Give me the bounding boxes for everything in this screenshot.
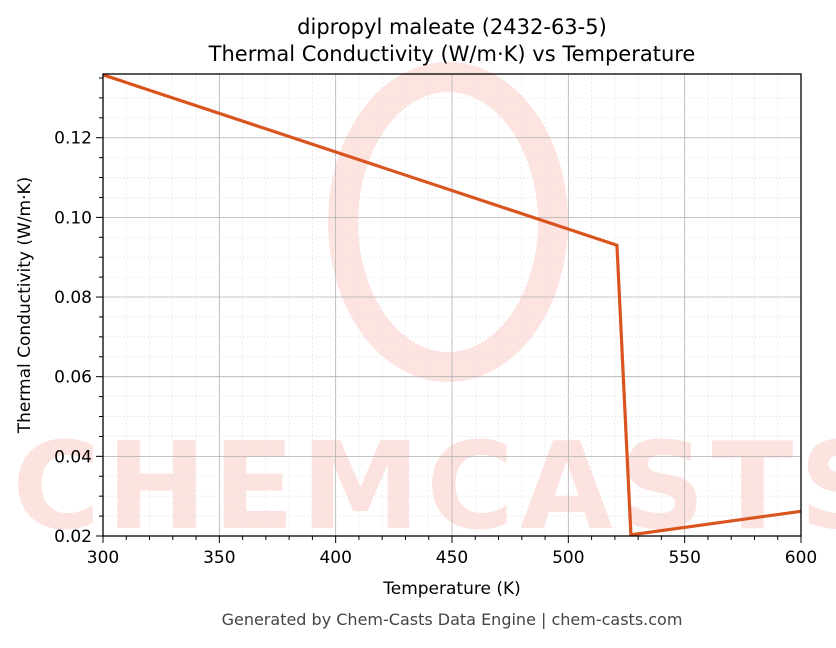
x-tick-label: 600 — [785, 548, 817, 568]
x-tick-label: 550 — [668, 548, 700, 568]
x-axis-label: Temperature (K) — [382, 579, 521, 599]
y-tick-label: 0.04 — [54, 447, 92, 467]
y-tick-label: 0.10 — [54, 208, 92, 228]
footer-credit: Generated by Chem-Casts Data Engine | ch… — [222, 610, 683, 629]
x-tick-label: 300 — [87, 548, 119, 568]
chart-title: dipropyl maleate (2432-63-5) — [297, 15, 607, 39]
x-tick-label: 350 — [203, 548, 235, 568]
x-tick-label: 400 — [319, 548, 351, 568]
y-tick-label: 0.12 — [54, 129, 92, 149]
y-tick-label: 0.02 — [54, 527, 92, 547]
y-axis-label: Thermal Conductivity (W/m·K) — [15, 177, 35, 435]
y-tick-label: 0.06 — [54, 368, 92, 388]
y-tick-label: 0.08 — [54, 288, 92, 308]
series-line — [102, 73, 802, 537]
x-tick-label: 500 — [552, 548, 584, 568]
x-tick-label: 450 — [436, 548, 468, 568]
chart-subtitle: Thermal Conductivity (W/m·K) vs Temperat… — [208, 42, 696, 66]
